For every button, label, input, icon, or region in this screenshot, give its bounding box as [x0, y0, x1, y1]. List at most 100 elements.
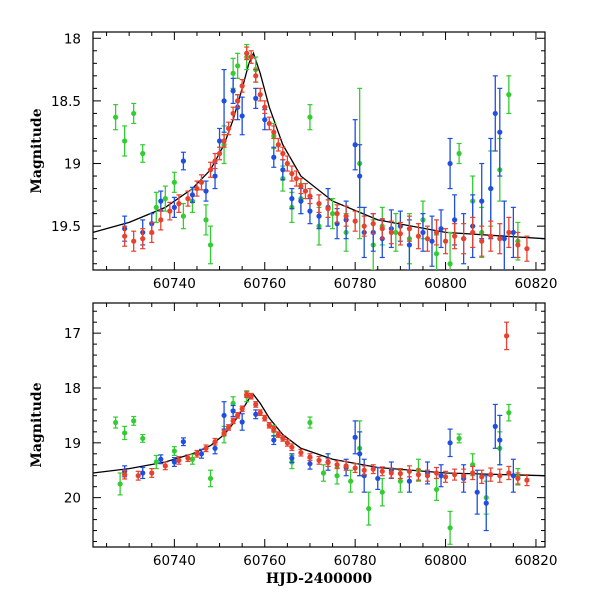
data-point	[479, 474, 485, 480]
data-point	[212, 158, 218, 164]
top-ticks-layer: 60740 60760 60780 60800 60820 18 18.5 19 19.5	[51, 31, 557, 292]
data-point	[501, 236, 507, 242]
data-point	[388, 229, 394, 236]
data-point	[284, 440, 290, 446]
data-point	[221, 430, 227, 436]
data-point	[357, 173, 363, 179]
data-point	[266, 120, 272, 127]
data-point	[452, 472, 458, 478]
data-point	[230, 88, 236, 94]
data-point	[266, 422, 272, 428]
top-panel: 60740 60760 60780 60800 60820 18 18.5 19 19.5 Ma…	[29, 31, 557, 292]
data-point	[379, 489, 385, 495]
data-point	[316, 457, 322, 463]
data-point	[510, 229, 516, 236]
data-point	[280, 167, 286, 173]
data-point	[352, 218, 358, 224]
data-point	[497, 437, 503, 443]
data-point	[271, 437, 277, 443]
data-point	[162, 463, 168, 469]
data-point	[307, 208, 313, 214]
bottom-x-axis-title: HJD-2400000	[266, 571, 373, 587]
data-point	[212, 439, 218, 445]
data-point	[226, 125, 232, 132]
data-point	[180, 439, 186, 445]
data-point	[433, 470, 440, 476]
data-point	[316, 201, 322, 207]
data-point	[483, 500, 489, 506]
data-point	[117, 481, 123, 487]
data-point	[221, 98, 227, 104]
data-point	[221, 138, 227, 144]
data-point	[207, 167, 214, 173]
data-point	[334, 473, 340, 479]
data-point	[492, 423, 498, 429]
data-point	[257, 410, 263, 416]
data-point	[307, 114, 313, 120]
data-point	[343, 463, 349, 469]
data-point	[352, 142, 358, 148]
data-point	[153, 204, 159, 210]
data-point	[239, 113, 245, 119]
data-point	[122, 233, 128, 239]
data-point	[447, 525, 453, 531]
bottom-y-axis-title: Magnitude	[29, 382, 45, 467]
bottom-panel: 60740 60760 60780 60800 60820 17 18 19 20 Magnit…	[29, 302, 557, 587]
y-tick-label: 19.5	[51, 219, 81, 235]
y-tick-label: 17	[64, 326, 81, 342]
data-point	[424, 236, 431, 242]
data-point	[253, 411, 259, 417]
data-point	[497, 129, 503, 135]
data-point	[406, 468, 412, 474]
data-point	[194, 185, 200, 192]
data-point	[239, 406, 245, 412]
data-point	[488, 233, 494, 239]
data-point	[506, 92, 512, 98]
data-point	[298, 183, 304, 189]
data-point	[171, 459, 177, 465]
data-point	[203, 445, 209, 451]
data-point	[198, 451, 205, 457]
data-point	[262, 117, 268, 123]
data-point	[415, 233, 422, 239]
data-point	[280, 150, 286, 157]
data-point	[271, 426, 277, 432]
y-tick-label: 18	[64, 31, 81, 47]
data-point	[275, 142, 281, 148]
data-point	[289, 170, 295, 177]
data-point	[226, 424, 232, 431]
data-point	[140, 236, 146, 242]
data-point	[447, 261, 453, 267]
data-point	[447, 160, 453, 167]
data-point	[185, 196, 191, 202]
data-point	[230, 70, 236, 76]
data-point	[289, 196, 295, 202]
data-point	[230, 408, 236, 414]
data-point	[284, 160, 290, 167]
data-point	[497, 236, 503, 242]
data-point	[140, 470, 146, 476]
data-point	[379, 226, 385, 232]
data-point	[348, 478, 354, 484]
data-point	[370, 466, 376, 472]
x-tick-label: 60780	[334, 553, 377, 569]
data-point	[515, 475, 521, 482]
data-point	[244, 391, 250, 398]
data-point	[253, 401, 259, 408]
top-points-group	[113, 43, 530, 270]
data-point	[189, 192, 196, 198]
x-tick-label: 60740	[153, 276, 196, 292]
data-point	[149, 470, 155, 476]
data-point	[131, 110, 137, 117]
data-point	[180, 158, 186, 164]
data-point	[176, 457, 182, 463]
data-point	[334, 462, 340, 468]
data-point	[379, 468, 385, 474]
data-point	[452, 233, 458, 239]
data-point	[171, 179, 177, 185]
data-point	[397, 231, 403, 237]
x-tick-label: 60760	[243, 553, 286, 569]
data-point	[289, 444, 295, 450]
data-point	[452, 217, 458, 223]
